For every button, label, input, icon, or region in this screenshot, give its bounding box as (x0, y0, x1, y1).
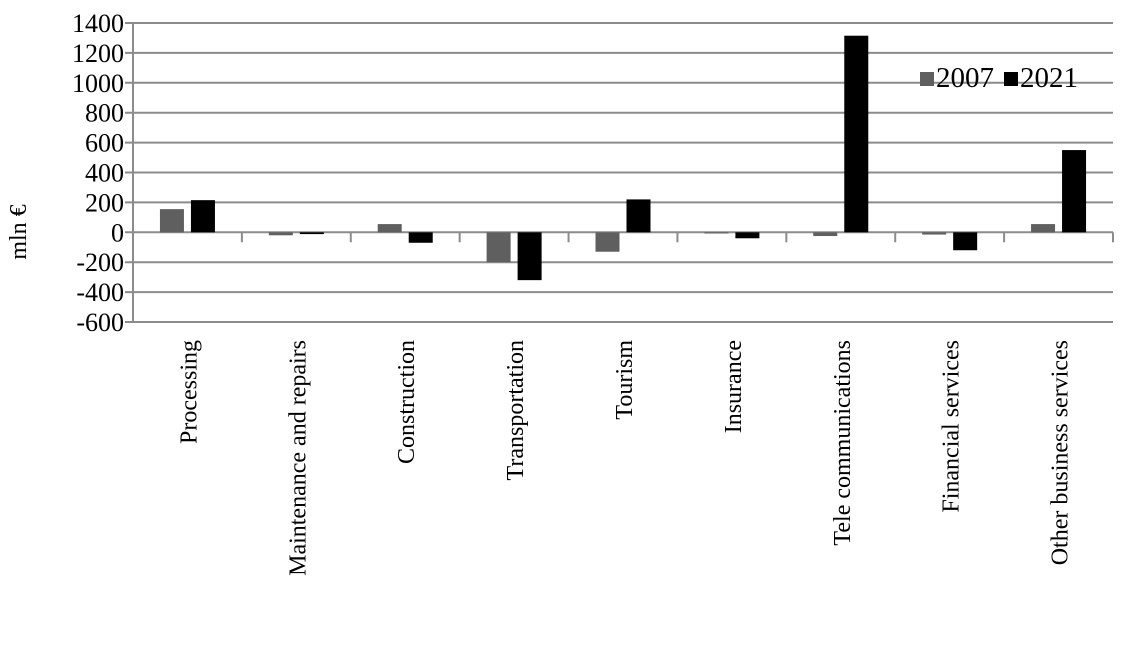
y-tick-label: 200 (85, 188, 124, 217)
y-tick-label: 1000 (72, 69, 124, 98)
y-tick-label: 600 (85, 129, 124, 158)
y-tick-label: -400 (76, 278, 124, 307)
legend: 2007 2021 (920, 62, 1088, 95)
x-category-label: Processing (176, 340, 202, 444)
bar-2021 (1062, 150, 1087, 233)
bar-2007 (704, 232, 729, 234)
y-tick-label: -600 (76, 308, 124, 337)
y-tick-label: 800 (85, 99, 124, 128)
bar-2021 (735, 232, 760, 239)
bar-2021 (844, 35, 869, 233)
y-tick-label: 1200 (72, 39, 124, 68)
bar-2007 (159, 209, 184, 233)
y-tick-label: 400 (85, 159, 124, 188)
x-category-label: Tele communications (830, 340, 856, 546)
bar-2007 (377, 224, 402, 233)
legend-label-2021: 2021 (1020, 62, 1078, 94)
x-category-label: Transportation (503, 340, 529, 480)
legend-swatch-2021 (1004, 71, 1018, 86)
x-category-label: Maintenance and repairs (285, 340, 311, 576)
x-category-label: Insurance (721, 340, 747, 433)
bar-2007 (813, 232, 838, 237)
bar-2021 (408, 232, 433, 243)
bar-2021 (299, 232, 324, 235)
legend-item-2007: 2007 (920, 62, 994, 95)
y-axis-label: mln € (6, 204, 32, 260)
bar-2021 (190, 200, 215, 233)
x-category-label: Construction (394, 340, 420, 464)
bar-2007 (486, 232, 511, 263)
y-tick-label: 1400 (72, 9, 124, 38)
bar-2021 (517, 232, 542, 281)
bar-2007 (595, 232, 620, 252)
legend-swatch-2007 (920, 71, 934, 86)
x-category-label: Financial services (939, 340, 965, 513)
y-tick-label: -200 (76, 248, 124, 277)
x-category-label: Tourism (612, 340, 638, 420)
bar-2007 (1031, 224, 1056, 233)
bar-2007 (922, 232, 947, 235)
x-category-label: Other business services (1048, 340, 1074, 565)
y-tick-label: 0 (111, 218, 124, 247)
bar-2021 (953, 232, 978, 251)
legend-item-2021: 2021 (1004, 62, 1078, 95)
bar-2021 (626, 199, 651, 233)
bar-2007 (268, 232, 293, 236)
legend-label-2007: 2007 (936, 62, 994, 94)
